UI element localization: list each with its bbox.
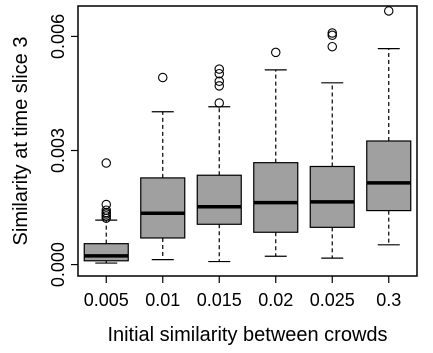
x-tick-label: 0.015 — [197, 290, 242, 310]
outlier-point — [101, 199, 112, 210]
x-tick-label: 0.025 — [310, 290, 355, 310]
box-iqr — [309, 165, 355, 228]
outlier-point — [158, 72, 168, 83]
plot-frame — [77, 5, 418, 277]
y-tick-label: 0.006 — [48, 14, 68, 59]
box-iqr — [253, 162, 299, 233]
box-group-0.025 — [309, 28, 355, 259]
y-axis-title: Similarity at time slice 3 — [10, 37, 32, 246]
outlier-point — [383, 6, 394, 16]
box-iqr — [140, 177, 186, 239]
box-group-0.3 — [366, 6, 412, 246]
x-tick-label: 0.02 — [258, 290, 293, 310]
outlier-point — [214, 64, 225, 74]
y-tick-label: 0.000 — [48, 242, 68, 287]
x-tick-label: 0.01 — [145, 290, 180, 310]
outlier-point — [270, 47, 281, 58]
outlier-point — [327, 30, 337, 41]
outlier-point — [214, 68, 225, 79]
axes-layer: 0.005 0.01 0.015 0.02 0.025 0.3 0.000 0.003 0.00… — [48, 14, 401, 310]
box-iqr — [83, 243, 129, 262]
y-tick-label: 0.003 — [48, 128, 68, 173]
x-tick-label: 0.3 — [376, 290, 401, 310]
outlier-point — [214, 98, 225, 108]
outlier-point — [327, 28, 337, 38]
box-group-0.015 — [196, 64, 242, 263]
outlier-point — [214, 81, 225, 91]
box-iqr — [366, 140, 412, 212]
box-group-0.02 — [253, 47, 299, 257]
boxes-layer — [83, 6, 412, 264]
outlier-point — [101, 158, 112, 168]
box-iqr — [196, 174, 242, 225]
box-group-0.01 — [140, 72, 186, 261]
x-axis-title: Initial similarity between crowds — [107, 324, 387, 346]
outlier-point — [101, 205, 112, 215]
x-tick-label: 0.005 — [84, 290, 129, 310]
outlier-point — [214, 76, 225, 87]
box-group-0.005 — [83, 158, 129, 264]
outlier-point — [327, 41, 337, 52]
